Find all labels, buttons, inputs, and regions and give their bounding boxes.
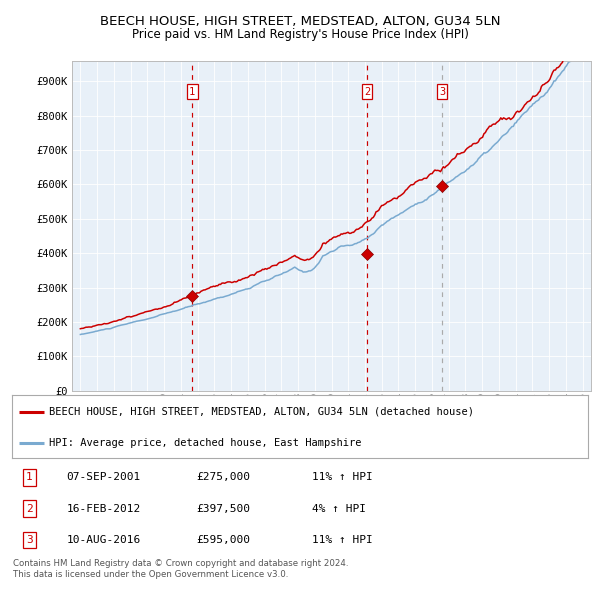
Text: 4% ↑ HPI: 4% ↑ HPI bbox=[311, 504, 365, 513]
Text: £595,000: £595,000 bbox=[196, 535, 250, 545]
Text: 3: 3 bbox=[439, 87, 445, 97]
Text: 11% ↑ HPI: 11% ↑ HPI bbox=[311, 535, 372, 545]
Text: BEECH HOUSE, HIGH STREET, MEDSTEAD, ALTON, GU34 5LN: BEECH HOUSE, HIGH STREET, MEDSTEAD, ALTO… bbox=[100, 15, 500, 28]
Text: 3: 3 bbox=[26, 535, 32, 545]
Text: Price paid vs. HM Land Registry's House Price Index (HPI): Price paid vs. HM Land Registry's House … bbox=[131, 28, 469, 41]
Text: £275,000: £275,000 bbox=[196, 473, 250, 483]
Text: HPI: Average price, detached house, East Hampshire: HPI: Average price, detached house, East… bbox=[49, 438, 362, 448]
Text: £397,500: £397,500 bbox=[196, 504, 250, 513]
Text: 16-FEB-2012: 16-FEB-2012 bbox=[67, 504, 141, 513]
Text: 1: 1 bbox=[26, 473, 32, 483]
Text: 07-SEP-2001: 07-SEP-2001 bbox=[67, 473, 141, 483]
Text: This data is licensed under the Open Government Licence v3.0.: This data is licensed under the Open Gov… bbox=[13, 570, 289, 579]
Text: 11% ↑ HPI: 11% ↑ HPI bbox=[311, 473, 372, 483]
Text: 1: 1 bbox=[189, 87, 196, 97]
Text: 10-AUG-2016: 10-AUG-2016 bbox=[67, 535, 141, 545]
Text: BEECH HOUSE, HIGH STREET, MEDSTEAD, ALTON, GU34 5LN (detached house): BEECH HOUSE, HIGH STREET, MEDSTEAD, ALTO… bbox=[49, 407, 475, 417]
Text: Contains HM Land Registry data © Crown copyright and database right 2024.: Contains HM Land Registry data © Crown c… bbox=[13, 559, 349, 568]
Text: 2: 2 bbox=[364, 87, 370, 97]
Text: 2: 2 bbox=[26, 504, 32, 513]
